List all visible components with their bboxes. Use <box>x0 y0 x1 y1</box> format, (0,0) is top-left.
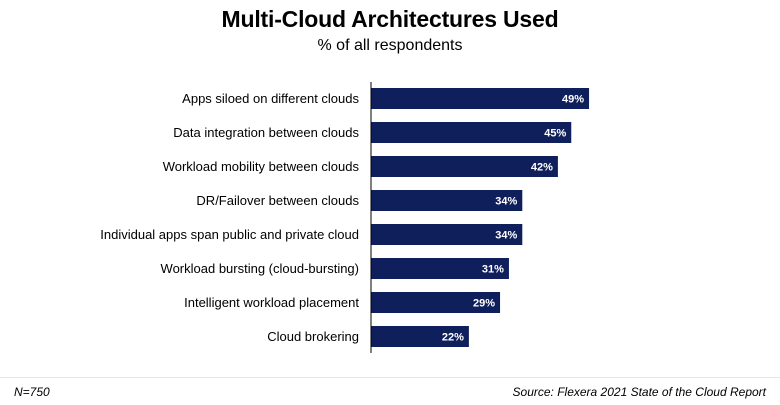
data-label: 22% <box>442 332 464 344</box>
footer-divider <box>0 377 780 378</box>
category-label: DR/Failover between clouds <box>196 193 359 208</box>
data-label: 29% <box>473 298 495 310</box>
bar <box>371 156 558 177</box>
bar <box>371 292 501 313</box>
category-label: Individual apps span public and private … <box>100 227 359 242</box>
chart-title: Multi-Cloud Architectures Used <box>221 6 559 32</box>
data-label: 42% <box>531 162 553 174</box>
sample-size-note: N=750 <box>14 385 50 399</box>
category-label: Intelligent workload placement <box>184 295 359 310</box>
category-label: Workload mobility between clouds <box>163 159 360 174</box>
source-note: Source: Flexera 2021 State of the Cloud … <box>512 385 766 399</box>
category-label: Cloud brokering <box>267 329 359 344</box>
data-label: 49% <box>562 94 584 106</box>
bar <box>371 88 590 109</box>
data-label: 31% <box>482 264 504 276</box>
chart-subtitle: % of all respondents <box>317 37 463 54</box>
bar-chart: Apps siloed on different clouds 49% Data i… <box>100 82 590 353</box>
data-label: 34% <box>495 196 517 208</box>
category-label: Workload bursting (cloud-bursting) <box>161 261 359 276</box>
data-label: 45% <box>544 128 566 140</box>
category-label: Data integration between clouds <box>173 125 359 140</box>
bar <box>371 190 523 211</box>
bar <box>371 258 509 279</box>
bar <box>371 122 572 143</box>
bars-group: Apps siloed on different clouds 49% Data i… <box>100 88 590 347</box>
bar <box>371 326 469 347</box>
bar <box>371 224 523 245</box>
category-label: Apps siloed on different clouds <box>182 91 359 106</box>
data-label: 34% <box>495 230 517 242</box>
